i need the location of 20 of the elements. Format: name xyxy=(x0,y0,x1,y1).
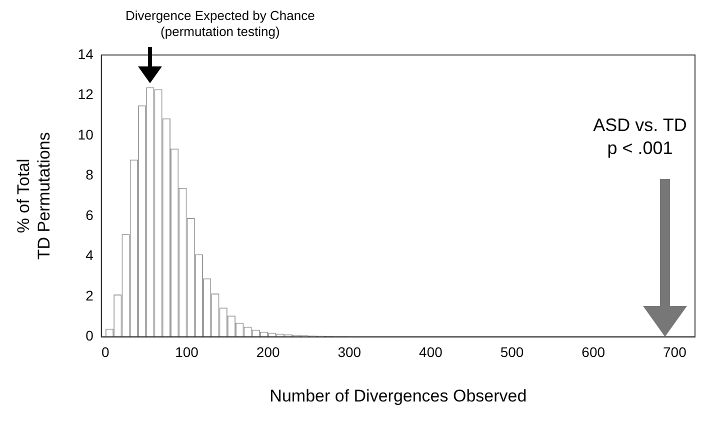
y-tick-label: 14 xyxy=(78,46,94,62)
y-tick-label: 10 xyxy=(78,126,94,142)
x-tick-label: 0 xyxy=(102,344,110,360)
y-tick-label: 0 xyxy=(86,328,94,344)
x-tick-label: 600 xyxy=(582,344,606,360)
x-axis-title: Number of Divergences Observed xyxy=(270,386,527,406)
x-tick-label: 700 xyxy=(662,344,687,360)
x-tick-label: 100 xyxy=(175,344,199,360)
x-tick-label: 500 xyxy=(500,344,524,360)
annotation: ASD vs. TD p < .001 xyxy=(593,115,687,158)
x-tick-label: 400 xyxy=(419,344,443,360)
text: Divergence Expected by Chance (permutation testing) xyxy=(125,8,315,39)
x-tick-label: 200 xyxy=(256,344,280,360)
y-tick-label: 12 xyxy=(78,86,94,102)
y-tick-label: 6 xyxy=(86,206,94,223)
y-tick-label: 2 xyxy=(86,287,94,304)
x-tick-label: 300 xyxy=(338,344,362,360)
y-tick-label: 4 xyxy=(86,247,94,264)
y-tick-label: 8 xyxy=(86,166,94,183)
y-axis-title: % of Total TD Permutations xyxy=(14,132,54,260)
